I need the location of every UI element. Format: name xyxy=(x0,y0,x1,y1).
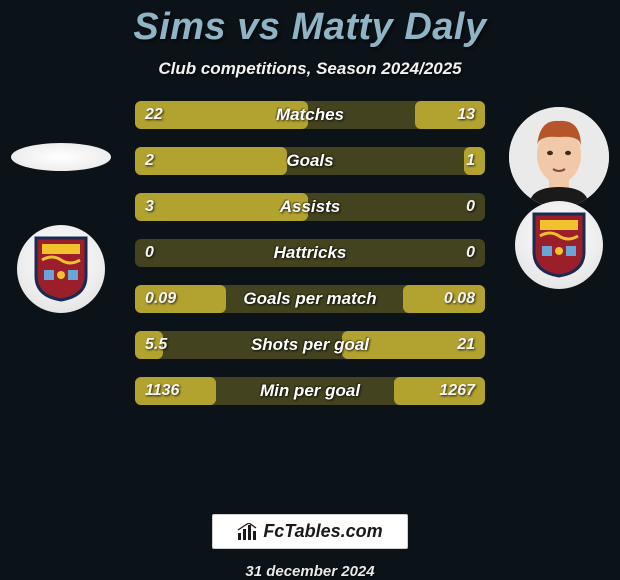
content-root: Sims vs Matty Daly Club competitions, Se… xyxy=(0,0,620,580)
page-subtitle: Club competitions, Season 2024/2025 xyxy=(158,59,461,79)
metric-row: Shots per goal5.521 xyxy=(135,331,485,359)
right-player-column xyxy=(504,107,614,289)
footer-date: 31 december 2024 xyxy=(245,563,374,580)
bar-track xyxy=(135,239,485,267)
club-crest-icon xyxy=(530,212,588,278)
bar-fill-left xyxy=(135,377,216,405)
page-title: Sims vs Matty Daly xyxy=(133,6,486,49)
footer-logo-text: FcTables.com xyxy=(263,521,382,542)
right-club-badge xyxy=(515,201,603,289)
bar-fill-left xyxy=(135,285,226,313)
bar-fill-right xyxy=(403,285,485,313)
metric-row: Goals21 xyxy=(135,147,485,175)
right-player-avatar xyxy=(509,107,609,207)
metric-row: Goals per match0.090.08 xyxy=(135,285,485,313)
comparison-area: Matches2213Goals21Assists30Hattricks00Go… xyxy=(0,107,620,502)
left-player-column xyxy=(6,107,116,313)
bar-fill-left xyxy=(135,331,163,359)
footer-logo[interactable]: FcTables.com xyxy=(212,514,407,549)
bar-fill-right xyxy=(415,101,485,129)
metric-row: Matches2213 xyxy=(135,101,485,129)
club-crest-icon xyxy=(32,236,90,302)
left-player-avatar xyxy=(11,143,111,171)
bar-fill-right xyxy=(342,331,486,359)
bar-fill-right xyxy=(394,377,485,405)
bar-fill-left xyxy=(135,193,308,221)
metric-row: Hattricks00 xyxy=(135,239,485,267)
bar-fill-right xyxy=(464,147,485,175)
bar-fill-left xyxy=(135,147,287,175)
bar-zone: Matches2213 Goals21 Assists30 Hattricks00 Go… xyxy=(135,101,485,405)
bar-fill-left xyxy=(135,101,308,129)
chart-bars-icon xyxy=(237,523,257,541)
metric-row: Min per goal11361267 xyxy=(135,377,485,405)
metric-row: Assists30 xyxy=(135,193,485,221)
left-club-badge xyxy=(17,225,105,313)
